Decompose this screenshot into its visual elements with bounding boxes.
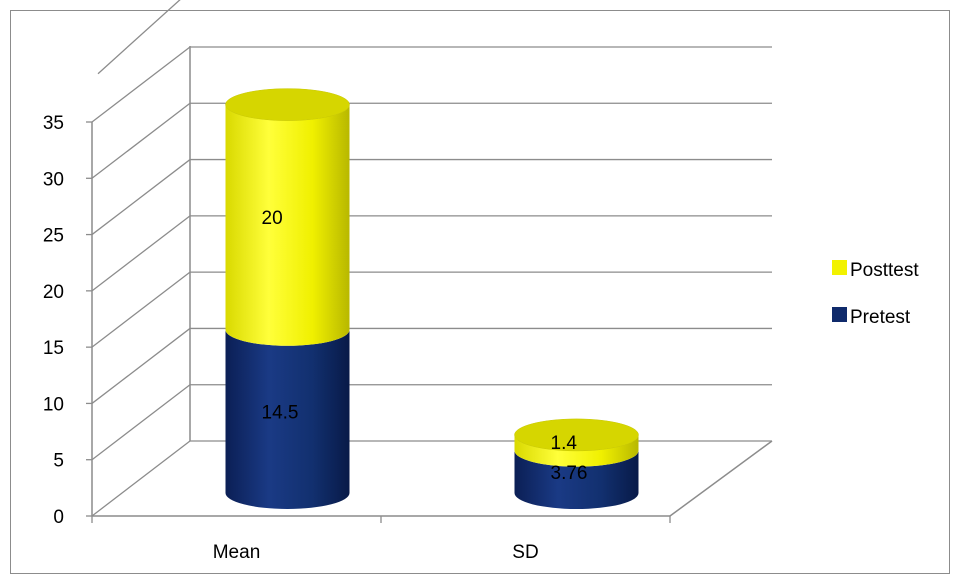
- x-tick-label: SD: [512, 542, 538, 563]
- bar-pretest-sd: [514, 450, 639, 509]
- legend-label-pretest: Pretest: [850, 307, 911, 328]
- bar-posttest-mean: [225, 104, 350, 346]
- bar-top-mean: [225, 88, 350, 121]
- legend-swatch-posttest: [832, 260, 847, 275]
- gridline-diagonal: [91, 159, 191, 236]
- chart-frame: [10, 10, 950, 574]
- gridline-diagonal: [91, 215, 191, 292]
- y-tick-label: 0: [53, 507, 64, 528]
- y-tick-label: 25: [43, 226, 64, 247]
- gridline-diagonal: [91, 46, 191, 123]
- y-tick-label: 35: [43, 113, 64, 134]
- gridline-diagonal: [91, 102, 191, 179]
- gridline-diagonal: [91, 384, 191, 461]
- data-label-posttest-sd: 1.4: [551, 433, 578, 454]
- x-tick-label: Mean: [213, 542, 261, 563]
- y-tick-label: 20: [43, 282, 64, 303]
- floor-right-edge: [669, 440, 773, 517]
- legend-swatch-pretest: [832, 307, 847, 322]
- gridline-diagonal: [91, 327, 191, 404]
- gridline-diagonal: [97, 0, 181, 75]
- bar-posttest-sd: [514, 434, 639, 467]
- y-tick-label: 5: [53, 451, 64, 472]
- data-label-posttest-mean: 20: [262, 208, 283, 229]
- legend-label-posttest: Posttest: [850, 260, 919, 281]
- bar-pretest-mean: [225, 329, 350, 509]
- y-tick-label: 15: [43, 338, 64, 359]
- bar-top-sd: [514, 418, 639, 452]
- gridline-diagonal: [91, 440, 191, 517]
- data-label-pretest-mean: 14.5: [262, 402, 299, 423]
- y-tick-label: 30: [43, 169, 64, 190]
- y-tick-label: 10: [43, 394, 64, 415]
- data-label-pretest-sd: 3.76: [551, 463, 588, 484]
- gridline-diagonal: [91, 271, 191, 348]
